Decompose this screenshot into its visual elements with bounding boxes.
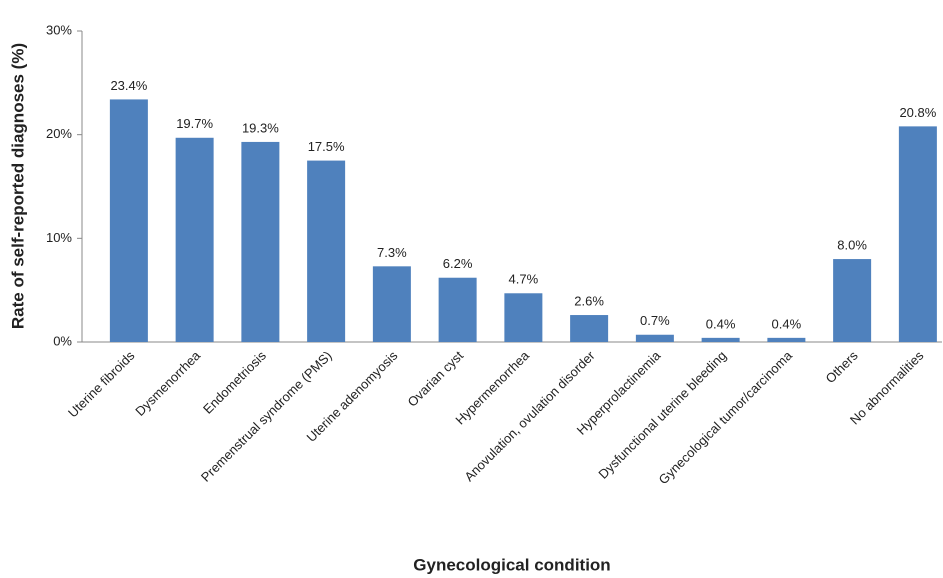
y-axis-title: Rate of self-reported diagnoses (%) — [8, 43, 27, 329]
value-label: 0.7% — [640, 313, 670, 328]
value-label: 2.6% — [574, 293, 604, 308]
value-label: 0.4% — [706, 316, 736, 331]
value-label: 6.2% — [443, 256, 473, 271]
bar — [175, 137, 214, 342]
value-label: 4.7% — [509, 272, 539, 287]
value-label: 8.0% — [837, 238, 867, 253]
bar — [570, 315, 609, 342]
bar — [307, 160, 346, 342]
x-axis-title: Gynecological condition — [413, 555, 610, 574]
y-tick-label: 0% — [53, 333, 72, 348]
value-label: 19.3% — [242, 120, 279, 135]
x-tick-label: Gynecological tumor/carcinoma — [656, 347, 796, 487]
value-label: 17.5% — [308, 139, 345, 154]
x-tick-label: Uterine fibroids — [65, 348, 138, 421]
x-tick-label: Premenstrual syndrome (PMS) — [198, 348, 335, 485]
bar — [438, 277, 477, 342]
x-tick-label: Others — [822, 348, 861, 387]
y-tick-label: 10% — [46, 230, 72, 245]
x-tick-label: Ovarian cyst — [404, 348, 466, 410]
value-label: 20.8% — [899, 105, 936, 120]
bar — [833, 259, 872, 342]
bar — [635, 334, 674, 342]
value-label: 23.4% — [110, 78, 147, 93]
bar — [241, 141, 280, 342]
y-tick-label: 30% — [46, 22, 72, 37]
value-label: 19.7% — [176, 116, 213, 131]
x-tick-label: Dysfunctional uterine bleeding — [595, 348, 729, 482]
bar — [504, 293, 543, 342]
bar — [109, 99, 148, 342]
value-label: 0.4% — [772, 316, 802, 331]
y-tick-label: 20% — [46, 126, 72, 141]
bar — [767, 337, 806, 342]
x-tick-label: Anovulation, ovulation disorder — [461, 347, 598, 484]
x-tick-label: Dysmenorrhea — [132, 347, 203, 418]
bar — [372, 266, 411, 342]
bar — [898, 126, 937, 342]
value-label: 7.3% — [377, 245, 407, 260]
x-tick-label: Endometriosis — [200, 348, 269, 417]
bar — [701, 337, 740, 342]
